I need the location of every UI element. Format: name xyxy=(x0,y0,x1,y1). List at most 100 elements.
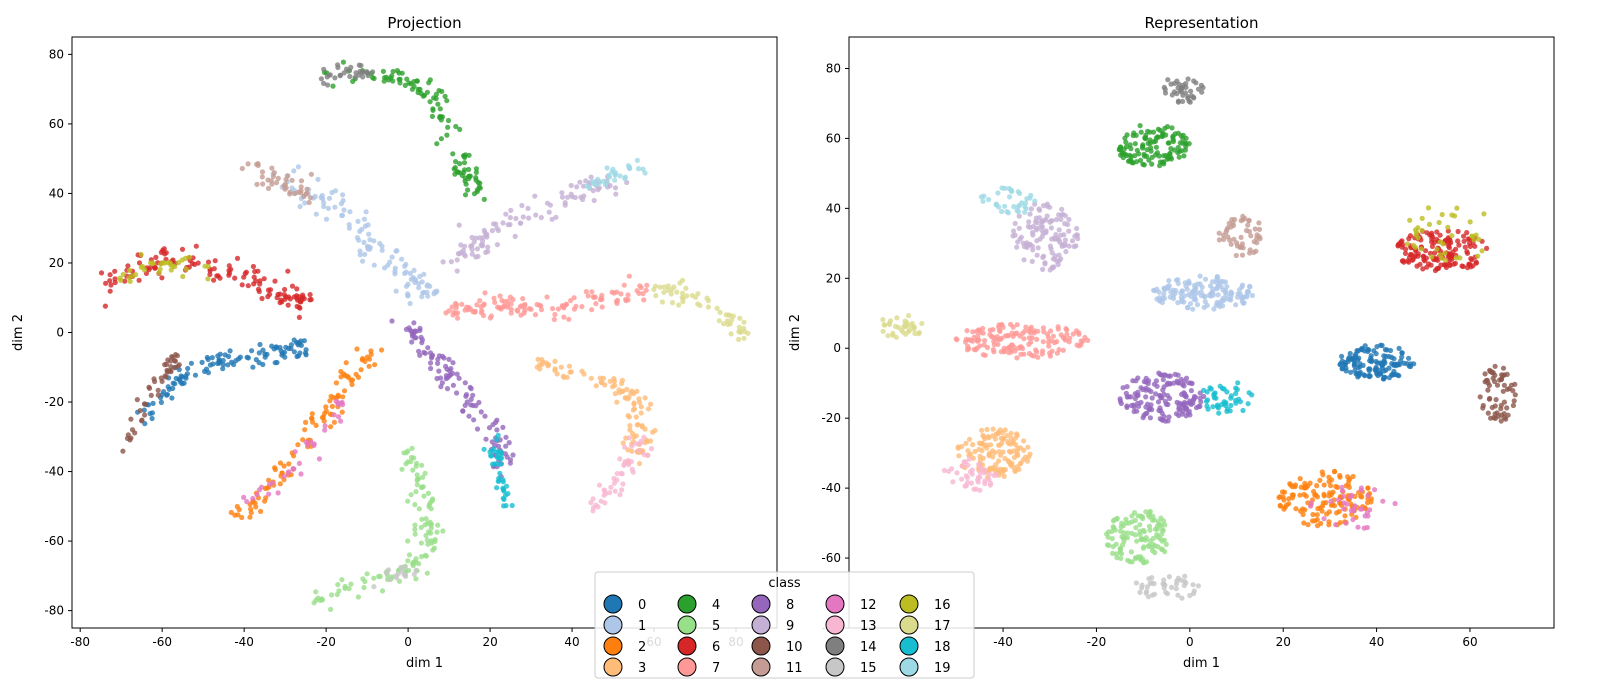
point-class-4 xyxy=(442,93,448,99)
point-class-12 xyxy=(322,427,328,433)
point-class-3 xyxy=(552,358,558,364)
point-class-2 xyxy=(1326,522,1332,528)
point-class-8 xyxy=(460,408,466,414)
point-class-3 xyxy=(992,450,998,456)
point-class-6 xyxy=(1452,260,1458,266)
point-class-9 xyxy=(1056,258,1062,264)
point-class-11 xyxy=(298,184,304,190)
point-class-14 xyxy=(364,69,370,75)
point-class-14 xyxy=(348,64,354,70)
point-class-1 xyxy=(1214,274,1221,280)
point-class-12 xyxy=(292,449,298,455)
point-class-8 xyxy=(503,443,509,449)
point-class-1 xyxy=(377,240,383,247)
point-class-10 xyxy=(1485,410,1491,416)
point-class-2 xyxy=(1310,511,1316,518)
point-class-7 xyxy=(480,312,487,319)
point-class-10 xyxy=(1487,368,1493,375)
legend-marker-class-12 xyxy=(825,594,845,614)
point-class-5 xyxy=(426,504,432,510)
point-class-0 xyxy=(245,355,251,361)
point-class-15 xyxy=(1168,584,1175,591)
point-class-13 xyxy=(602,500,608,506)
point-class-13 xyxy=(628,459,635,465)
point-class-2 xyxy=(338,368,344,375)
point-class-1 xyxy=(321,203,327,210)
point-class-6 xyxy=(1398,239,1404,245)
point-class-12 xyxy=(1344,501,1350,507)
point-class-11 xyxy=(1223,229,1229,235)
class-9-points xyxy=(1010,201,1081,273)
y-tick-label: 0 xyxy=(833,341,841,355)
point-class-4 xyxy=(1123,139,1129,145)
y-tick-label: 40 xyxy=(49,186,64,200)
point-class-3 xyxy=(622,395,629,401)
point-class-1 xyxy=(407,300,413,307)
point-class-18 xyxy=(1224,406,1231,412)
point-class-2 xyxy=(366,356,373,362)
point-class-5 xyxy=(1129,559,1135,565)
point-class-9 xyxy=(458,242,464,248)
point-class-17 xyxy=(729,317,735,323)
point-class-5 xyxy=(428,525,434,531)
point-class-0 xyxy=(1378,371,1384,377)
point-class-0 xyxy=(1367,366,1373,372)
point-class-7 xyxy=(579,304,585,310)
point-class-3 xyxy=(600,375,607,381)
point-class-10 xyxy=(1495,413,1501,419)
point-class-7 xyxy=(626,273,632,279)
point-class-4 xyxy=(397,76,403,82)
point-class-7 xyxy=(466,304,472,311)
point-class-17 xyxy=(912,330,918,337)
point-class-17 xyxy=(705,304,712,310)
point-class-0 xyxy=(279,352,285,358)
point-class-4 xyxy=(437,115,443,121)
point-class-12 xyxy=(1347,494,1353,500)
point-class-9 xyxy=(588,174,594,180)
point-class-8 xyxy=(1161,413,1167,420)
point-class-9 xyxy=(559,194,566,200)
point-class-0 xyxy=(149,410,155,416)
point-class-7 xyxy=(454,302,460,308)
point-class-4 xyxy=(1179,148,1185,154)
point-class-7 xyxy=(487,315,493,321)
point-class-9 xyxy=(508,207,514,213)
point-class-17 xyxy=(728,331,734,337)
legend-label: 10 xyxy=(786,640,803,655)
point-class-0 xyxy=(170,385,176,391)
point-class-6 xyxy=(1456,242,1462,248)
point-class-5 xyxy=(362,578,368,585)
point-class-10 xyxy=(1512,381,1518,387)
point-class-7 xyxy=(984,344,991,351)
point-class-4 xyxy=(350,78,356,84)
point-class-5 xyxy=(1145,512,1152,518)
point-class-16 xyxy=(160,260,166,266)
point-class-5 xyxy=(413,463,419,469)
point-class-17 xyxy=(892,323,899,329)
point-class-2 xyxy=(358,367,364,373)
point-class-7 xyxy=(1001,345,1007,351)
legend-label: 14 xyxy=(860,640,877,655)
point-class-15 xyxy=(387,577,393,583)
y-tick-label: 80 xyxy=(49,47,64,61)
point-class-9 xyxy=(1074,225,1080,232)
point-class-7 xyxy=(1023,324,1029,330)
point-class-3 xyxy=(642,395,648,401)
legend-marker-class-1 xyxy=(603,615,623,635)
point-class-0 xyxy=(1368,355,1374,361)
point-class-9 xyxy=(469,242,475,249)
point-class-3 xyxy=(558,364,564,370)
point-class-0 xyxy=(291,337,297,343)
x-tick-label: 40 xyxy=(564,635,579,649)
point-class-16 xyxy=(1439,211,1445,218)
point-class-7 xyxy=(998,322,1004,328)
point-class-11 xyxy=(1216,230,1222,236)
point-class-0 xyxy=(1343,368,1349,374)
point-class-19 xyxy=(622,174,628,180)
point-class-2 xyxy=(228,509,234,516)
point-class-9 xyxy=(1028,206,1034,212)
point-class-6 xyxy=(285,302,291,308)
point-class-17 xyxy=(653,293,659,299)
point-class-8 xyxy=(450,382,456,388)
point-class-0 xyxy=(141,407,147,413)
